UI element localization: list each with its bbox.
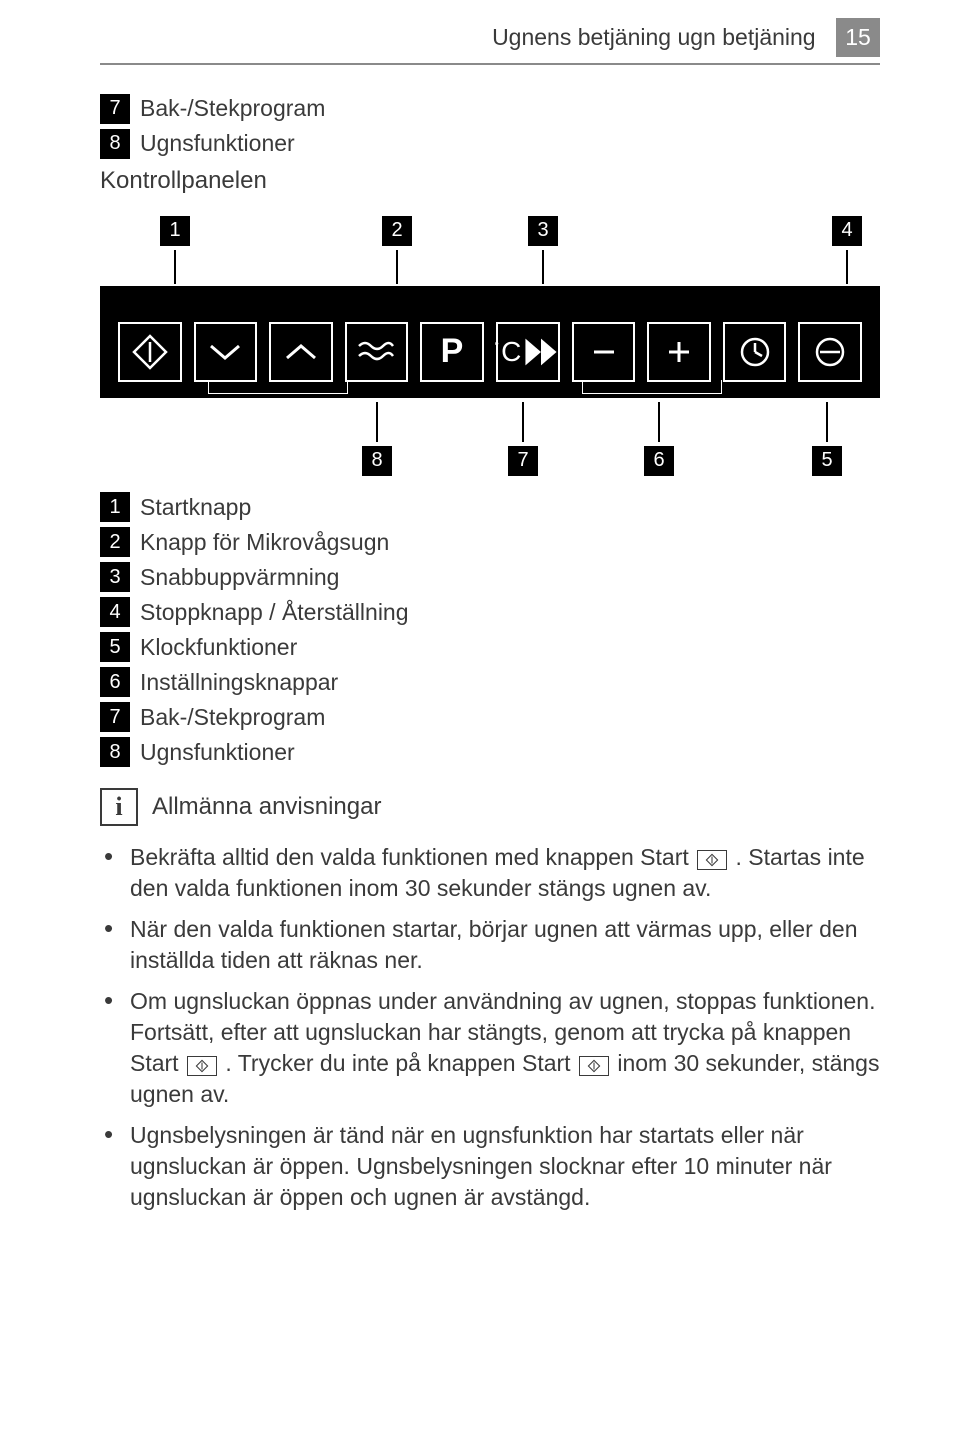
text: . Trycker du inte på knappen Start bbox=[225, 1050, 577, 1076]
item-label: Ugnsfunktioner bbox=[140, 737, 295, 768]
callout-5: 5 bbox=[812, 402, 842, 476]
info-icon: i bbox=[100, 788, 138, 826]
callout-6: 6 bbox=[644, 402, 674, 476]
callout-number: 7 bbox=[508, 446, 538, 476]
legend-item: 4 Stoppknapp / Återställning bbox=[100, 597, 880, 628]
callout-number: 4 bbox=[832, 216, 862, 246]
instruction-item: Ugnsbelysningen är tänd när en ugnsfunkt… bbox=[104, 1120, 880, 1213]
celsius-fast-icon: ° C bbox=[494, 332, 561, 372]
instruction-item: När den valda funktionen startar, börjar… bbox=[104, 914, 880, 976]
legend-item: 6 Inställningsknappar bbox=[100, 667, 880, 698]
stop-icon bbox=[810, 332, 850, 372]
start-icon bbox=[130, 332, 170, 372]
plus-button[interactable] bbox=[647, 322, 711, 382]
item-label: Ugnsfunktioner bbox=[140, 128, 295, 159]
item-label: Stoppknapp / Återställning bbox=[140, 597, 409, 628]
page-number: 15 bbox=[836, 18, 880, 57]
microwave-button[interactable] bbox=[345, 322, 409, 382]
start-inline-icon bbox=[579, 1056, 609, 1076]
legend-item: 1 Startknapp bbox=[100, 492, 880, 523]
legend-item: 8 Ugnsfunktioner bbox=[100, 737, 880, 768]
legend-list: 1 Startknapp 2 Knapp för Mikrovågsugn 3 Sna… bbox=[100, 492, 880, 768]
chevron-down-icon bbox=[205, 332, 245, 372]
control-panel: P ° C bbox=[100, 286, 880, 398]
start-button[interactable] bbox=[118, 322, 182, 382]
panel-subheading: Kontrollpanelen bbox=[100, 165, 880, 197]
item-number: 8 bbox=[100, 129, 130, 159]
item-label: Inställningsknappar bbox=[140, 667, 338, 698]
control-panel-diagram: 1 2 3 4 bbox=[100, 216, 880, 482]
bottom-callouts: 8 7 6 5 bbox=[100, 402, 880, 482]
callout-4: 4 bbox=[832, 216, 862, 284]
callout-1: 1 bbox=[160, 216, 190, 284]
up-button[interactable] bbox=[269, 322, 333, 382]
legend-item: 2 Knapp för Mikrovågsugn bbox=[100, 527, 880, 558]
callout-7: 7 bbox=[508, 402, 538, 476]
legend-item: 7 Bak-/Stekprogram bbox=[100, 702, 880, 733]
text: Bekräfta alltid den valda funktionen med… bbox=[130, 844, 695, 870]
item-number: 5 bbox=[100, 632, 130, 662]
brace-1 bbox=[208, 380, 348, 394]
minus-button[interactable] bbox=[572, 322, 636, 382]
instruction-item: Bekräfta alltid den valda funktionen med… bbox=[104, 842, 880, 904]
down-button[interactable] bbox=[194, 322, 258, 382]
item-label: Bak-/Stekprogram bbox=[140, 93, 325, 124]
item-number: 6 bbox=[100, 667, 130, 697]
item-label: Knapp för Mikrovågsugn bbox=[140, 527, 389, 558]
waves-icon bbox=[356, 332, 396, 372]
callout-3: 3 bbox=[528, 216, 558, 284]
clock-button[interactable] bbox=[723, 322, 787, 382]
header-title: Ugnens betjäning ugn betjäning bbox=[492, 24, 816, 50]
fast-heat-button[interactable]: ° C bbox=[496, 322, 560, 382]
item-number: 4 bbox=[100, 597, 130, 627]
item-number: 2 bbox=[100, 527, 130, 557]
clock-icon bbox=[735, 332, 775, 372]
text: Ugnsbelysningen är tänd när en ugnsfunkt… bbox=[130, 1122, 832, 1210]
instructions-list: Bekräfta alltid den valda funktionen med… bbox=[100, 842, 880, 1214]
item-number: 3 bbox=[100, 562, 130, 592]
program-button[interactable]: P bbox=[420, 322, 484, 382]
list-item: 7 Bak-/Stekprogram bbox=[100, 93, 880, 124]
chevron-up-icon bbox=[281, 332, 321, 372]
plus-icon bbox=[659, 332, 699, 372]
item-label: Snabbuppvärmning bbox=[140, 562, 339, 593]
callout-number: 2 bbox=[382, 216, 412, 246]
p-label: P bbox=[441, 329, 464, 375]
start-inline-icon bbox=[187, 1056, 217, 1076]
item-number: 1 bbox=[100, 492, 130, 522]
stop-button[interactable] bbox=[798, 322, 862, 382]
info-heading-row: i Allmänna anvisningar bbox=[100, 788, 880, 826]
list-item: 8 Ugnsfunktioner bbox=[100, 128, 880, 159]
start-inline-icon bbox=[697, 850, 727, 870]
callout-number: 5 bbox=[812, 446, 842, 476]
callout-8: 8 bbox=[362, 402, 392, 476]
info-heading: Allmänna anvisningar bbox=[152, 791, 381, 823]
item-number: 7 bbox=[100, 702, 130, 732]
text: När den valda funktionen startar, börjar… bbox=[130, 916, 858, 973]
brace-2 bbox=[582, 380, 722, 394]
instruction-item: Om ugnsluckan öppnas under användning av… bbox=[104, 986, 880, 1110]
callout-number: 3 bbox=[528, 216, 558, 246]
callout-number: 6 bbox=[644, 446, 674, 476]
legend-item: 5 Klockfunktioner bbox=[100, 632, 880, 663]
item-number: 7 bbox=[100, 94, 130, 124]
minus-icon bbox=[584, 332, 624, 372]
page-header: Ugnens betjäning ugn betjäning 15 bbox=[100, 0, 880, 65]
callout-2: 2 bbox=[382, 216, 412, 284]
top-callouts: 1 2 3 4 bbox=[120, 216, 860, 286]
item-label: Klockfunktioner bbox=[140, 632, 297, 663]
item-label: Bak-/Stekprogram bbox=[140, 702, 325, 733]
callout-number: 8 bbox=[362, 446, 392, 476]
callout-number: 1 bbox=[160, 216, 190, 246]
item-number: 8 bbox=[100, 737, 130, 767]
top-item-list: 7 Bak-/Stekprogram 8 Ugnsfunktioner bbox=[100, 93, 880, 159]
item-label: Startknapp bbox=[140, 492, 251, 523]
legend-item: 3 Snabbuppvärmning bbox=[100, 562, 880, 593]
